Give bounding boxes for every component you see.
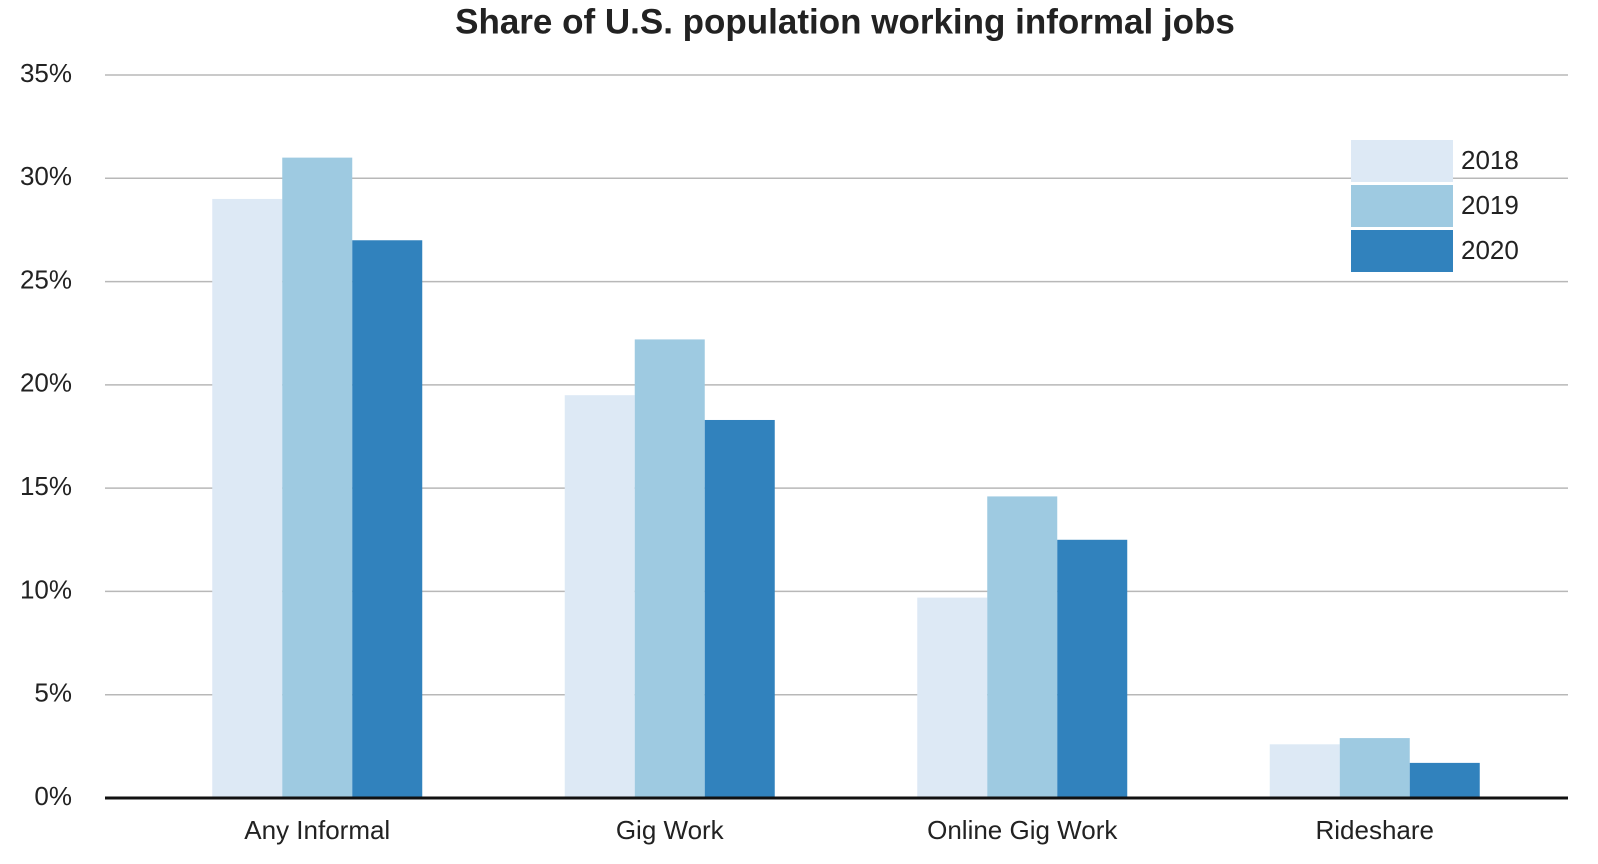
legend-swatch xyxy=(1351,230,1453,272)
x-tick-label: Gig Work xyxy=(616,815,725,845)
bar xyxy=(704,419,775,798)
chart-title: Share of U.S. population working informa… xyxy=(455,2,1235,41)
y-tick-label: 20% xyxy=(20,368,72,398)
legend-label: 2020 xyxy=(1461,235,1519,265)
y-tick-label: 35% xyxy=(20,58,72,88)
legend-label: 2019 xyxy=(1461,190,1519,220)
bar xyxy=(987,496,1058,798)
y-tick-label: 25% xyxy=(20,264,72,294)
bar xyxy=(1057,539,1128,798)
y-tick-label: 15% xyxy=(20,471,72,501)
bar xyxy=(1339,738,1410,798)
bar xyxy=(1269,744,1340,798)
bar xyxy=(634,339,705,798)
legend-label: 2018 xyxy=(1461,145,1519,175)
y-tick-label: 10% xyxy=(20,574,72,604)
y-tick-label: 0% xyxy=(34,781,72,811)
bar xyxy=(212,198,283,798)
bar xyxy=(564,395,635,798)
x-tick-label: Any Informal xyxy=(244,815,390,845)
bar xyxy=(1409,762,1480,798)
legend-swatch xyxy=(1351,185,1453,227)
x-tick-label: Online Gig Work xyxy=(927,815,1118,845)
y-tick-label: 30% xyxy=(20,161,72,191)
x-tick-label: Rideshare xyxy=(1315,815,1434,845)
bar xyxy=(352,240,423,798)
y-tick-label: 5% xyxy=(34,678,72,708)
bar xyxy=(282,157,353,799)
bar xyxy=(917,597,988,798)
legend-swatch xyxy=(1351,140,1453,182)
